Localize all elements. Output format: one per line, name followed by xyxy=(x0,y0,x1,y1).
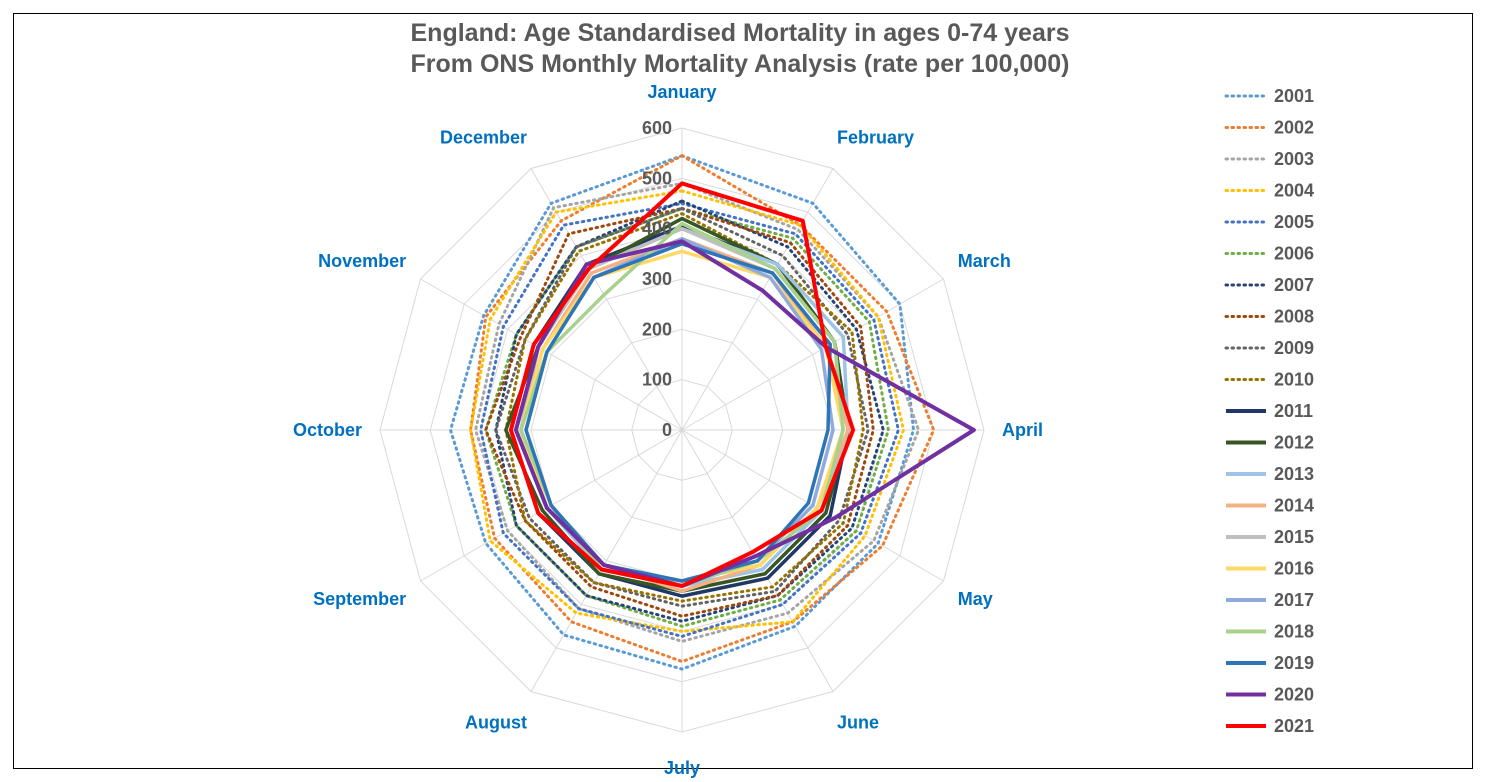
grid-spoke xyxy=(420,278,683,431)
legend-label-2019: 2019 xyxy=(1274,653,1314,673)
legend-label-2011: 2011 xyxy=(1274,401,1313,421)
legend-label-2020: 2020 xyxy=(1274,685,1314,705)
chart-title: England: Age Standardised Mortality in a… xyxy=(410,19,1070,47)
legend-label-2004: 2004 xyxy=(1274,181,1314,201)
series-line-2003 xyxy=(474,181,921,643)
series-line-2010 xyxy=(504,212,865,603)
month-label-june: June xyxy=(837,713,879,733)
tick-label: 0 xyxy=(662,420,672,440)
month-label-november: November xyxy=(318,251,406,271)
month-label-april: April xyxy=(1002,420,1043,440)
chart-subtitle: From ONS Monthly Mortality Analysis (rat… xyxy=(410,50,1070,78)
legend-label-2007: 2007 xyxy=(1274,275,1314,295)
legend-label-2008: 2008 xyxy=(1274,307,1314,327)
month-label-july: July xyxy=(664,758,700,778)
legend-label-2003: 2003 xyxy=(1274,149,1314,169)
series-line-2004 xyxy=(469,189,905,633)
legend-label-2012: 2012 xyxy=(1274,433,1314,453)
month-labels: January February March April May June July Augu… xyxy=(293,82,1043,778)
series-line-2002 xyxy=(469,154,936,663)
legend-label-2002: 2002 xyxy=(1274,118,1314,138)
chart-title-block: England: Age Standardised Mortality in a… xyxy=(280,18,1200,80)
month-label-february: February xyxy=(837,127,914,147)
legend-label-2017: 2017 xyxy=(1274,590,1314,610)
legend-label-2018: 2018 xyxy=(1274,622,1314,642)
series-line-2001 xyxy=(449,154,915,671)
month-label-october: October xyxy=(293,420,362,440)
month-label-august: August xyxy=(465,713,527,733)
month-label-january: January xyxy=(647,82,716,102)
legend-label-2005: 2005 xyxy=(1274,212,1314,232)
month-label-may: May xyxy=(958,589,993,609)
tick-label: 400 xyxy=(642,219,672,239)
legend-label-2014: 2014 xyxy=(1274,496,1314,516)
series-line-2009 xyxy=(494,207,870,608)
grid-spoke xyxy=(530,429,683,692)
legend-label-2010: 2010 xyxy=(1274,370,1314,390)
chart-frame xyxy=(13,13,1473,769)
month-label-december: December xyxy=(440,127,527,147)
tick-label: 200 xyxy=(642,319,672,339)
tick-label: 300 xyxy=(642,269,672,289)
legend-label-2009: 2009 xyxy=(1274,338,1314,358)
month-label-september: September xyxy=(313,589,406,609)
legend: 2001 2002 2003 2004 2005 2006 2007 2008 2009 2010… xyxy=(1224,86,1314,736)
tick-label: 500 xyxy=(642,168,672,188)
legend-label-2021: 2021 xyxy=(1274,716,1314,736)
tick-label: 600 xyxy=(642,118,672,138)
series-line-2007 xyxy=(494,199,885,623)
series-line-2008 xyxy=(484,207,875,618)
legend-label-2016: 2016 xyxy=(1274,559,1314,579)
radial-tick-labels: 0 100 200 300 400 500 600 xyxy=(642,118,672,440)
month-label-march: March xyxy=(958,251,1011,271)
legend-label-2006: 2006 xyxy=(1274,244,1314,264)
legend-label-2001: 2001 xyxy=(1274,86,1314,106)
series-line-2005 xyxy=(479,202,900,638)
grid-spoke xyxy=(681,168,834,431)
legend-label-2013: 2013 xyxy=(1274,464,1314,484)
tick-label: 100 xyxy=(642,370,672,390)
series-line-2006 xyxy=(484,207,890,628)
radar-series xyxy=(449,154,976,671)
series-line-2021 xyxy=(508,181,856,588)
series-line-2019 xyxy=(524,242,832,583)
legend-label-2015: 2015 xyxy=(1274,527,1314,547)
